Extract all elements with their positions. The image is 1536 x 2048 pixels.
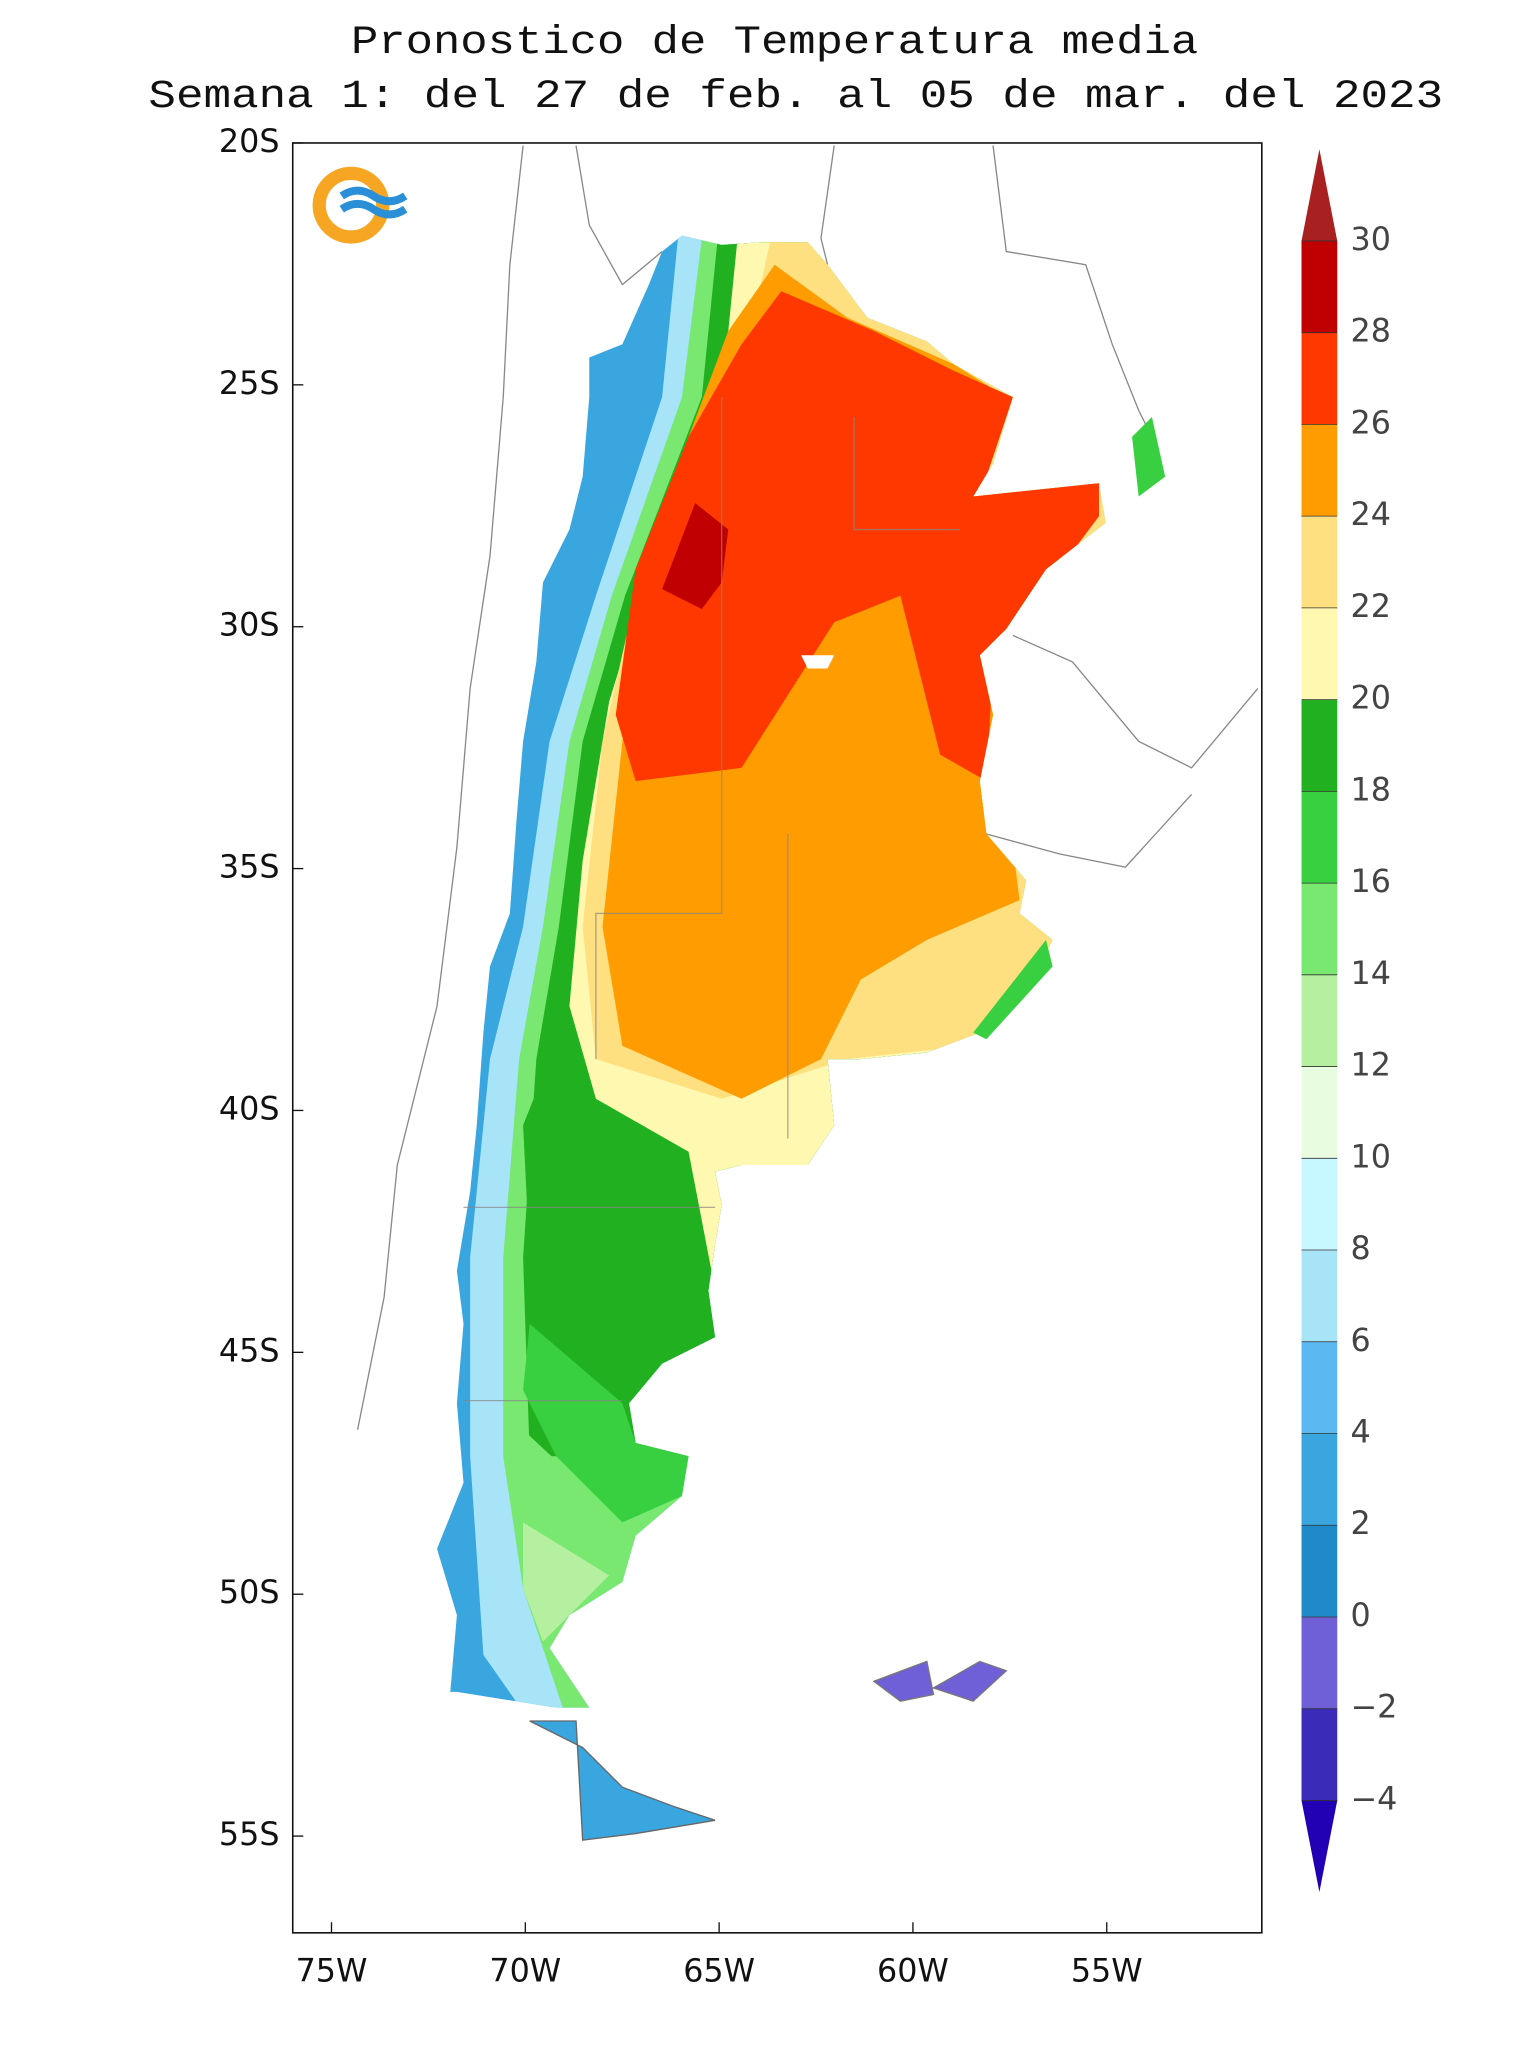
lat-tick-label: 25S [219,366,280,402]
colorbar-bin [1301,1066,1338,1159]
colorbar-label: 4 [1350,1414,1370,1450]
lat-tick-label: 40S [219,1091,280,1127]
lat-tick-label: 55S [219,1817,280,1853]
colorbar-label: 0 [1350,1598,1370,1634]
colorbar-bin [1301,1250,1338,1342]
colorbar-bin [1301,883,1338,975]
lat-tick-label: 35S [219,850,280,886]
colorbar-bin [1301,240,1338,333]
logo [312,166,408,244]
colorbar-bin [1301,1525,1338,1617]
colorbar-bin [1301,607,1338,700]
temp-zone [615,291,1099,782]
colorbar-label: 6 [1350,1323,1370,1359]
colorbar-label: 20 [1350,681,1390,717]
neighbor-borders [356,145,1259,1430]
province-borders [463,397,960,1402]
colorbar-bin [1301,516,1338,608]
lon-tick-label: 70W [489,1954,561,1990]
lagoon [801,655,835,669]
colorbar-label: 28 [1350,314,1390,350]
colorbar-label: 30 [1350,222,1390,258]
temp-zone [1132,417,1166,497]
colorbar-bin [1301,1708,1338,1801]
tierra-del-fuego [529,1720,716,1841]
colorbar-label: 26 [1350,405,1390,441]
lon-tick-label: 60W [877,1954,949,1990]
title-line: Semana 1: del 27 de feb. al 05 de mar. d… [148,74,1443,119]
colorbar-label: 10 [1350,1139,1390,1175]
title-line: Pronostico de Temperatura media [351,20,1198,65]
colorbar-extend [1301,1800,1338,1893]
colorbar-bin [1301,699,1338,792]
colorbar-label: −4 [1350,1781,1397,1817]
temp-zone [523,1059,716,1404]
lat-tick-label: 45S [219,1333,280,1369]
temp-zone [973,939,1053,1040]
colorbar-label: 14 [1350,956,1390,992]
lon-tick-label: 55W [1071,1954,1143,1990]
lat-tick-label: 20S [219,124,280,160]
colorbar-bin [1301,1616,1338,1709]
colorbar-label: 2 [1350,1506,1370,1542]
colorbar-bin [1301,424,1338,517]
lon-tick-label: 75W [296,1954,368,1990]
colorbar-label: 24 [1350,497,1390,533]
colorbar-label: 8 [1350,1231,1370,1267]
lon-tick-label: 65W [683,1954,755,1990]
colorbar-extend [1301,149,1338,241]
colorbar-bin [1301,332,1338,425]
colorbar-bin [1301,1158,1338,1251]
malvinas [872,1660,1008,1702]
colorbar-label: 22 [1350,589,1390,625]
colorbar-bin [1301,974,1338,1067]
temp-zone [662,503,729,609]
lat-tick-label: 50S [219,1575,280,1611]
map-frame [291,142,1263,1934]
colorbar-label: 12 [1350,1048,1390,1084]
temp-zone [523,1323,689,1523]
colorbar-bin [1301,791,1338,884]
colorbar-label: 18 [1350,772,1390,808]
lat-tick-label: 30S [219,608,280,644]
colorbar-label: 16 [1350,864,1390,900]
colorbar-bin [1301,1433,1338,1526]
colorbar-bin [1301,1341,1338,1434]
temp-zone [523,1522,610,1642]
colorbar-label: −2 [1350,1690,1397,1726]
